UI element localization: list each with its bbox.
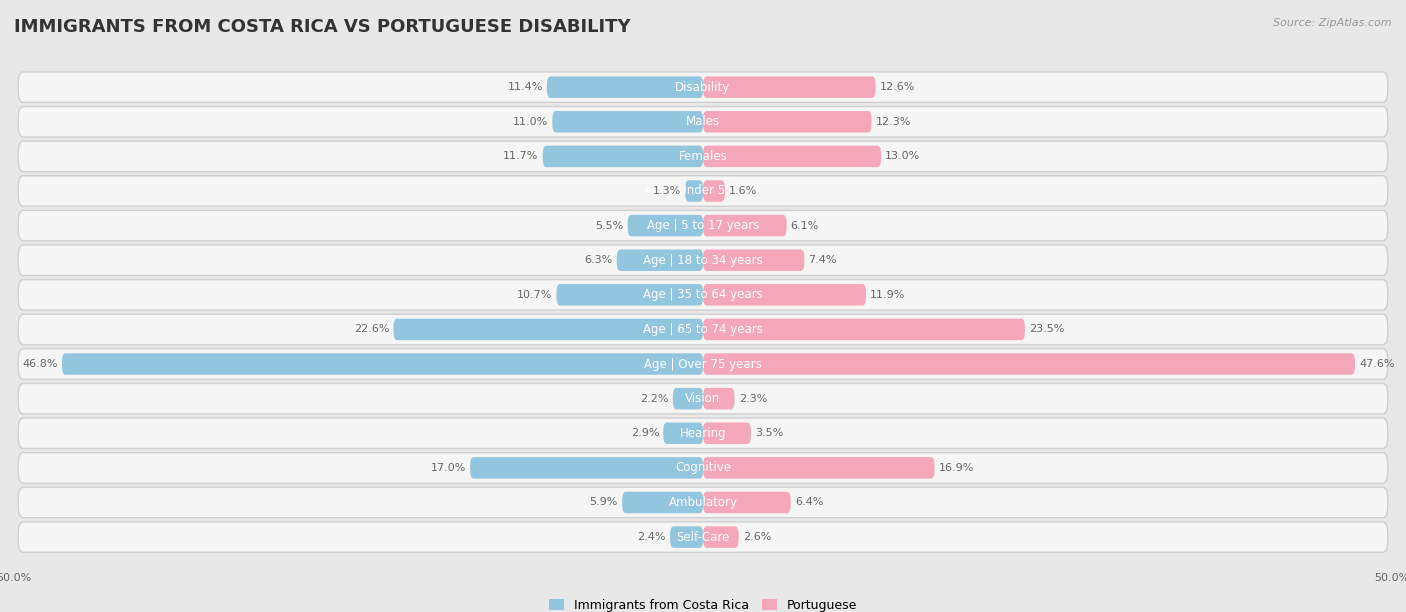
Text: 47.6%: 47.6% bbox=[1360, 359, 1395, 369]
FancyBboxPatch shape bbox=[18, 383, 1388, 414]
FancyBboxPatch shape bbox=[18, 522, 1388, 552]
FancyBboxPatch shape bbox=[703, 181, 725, 202]
Text: Source: ZipAtlas.com: Source: ZipAtlas.com bbox=[1274, 18, 1392, 28]
Text: Disability: Disability bbox=[675, 81, 731, 94]
Text: 5.5%: 5.5% bbox=[595, 220, 623, 231]
Text: Age | 5 to 17 years: Age | 5 to 17 years bbox=[647, 219, 759, 232]
Text: 23.5%: 23.5% bbox=[1029, 324, 1064, 334]
FancyBboxPatch shape bbox=[62, 353, 703, 375]
FancyBboxPatch shape bbox=[685, 181, 703, 202]
Text: 16.9%: 16.9% bbox=[939, 463, 974, 473]
Text: 6.1%: 6.1% bbox=[790, 220, 818, 231]
FancyBboxPatch shape bbox=[547, 76, 703, 98]
Text: Age | Over 75 years: Age | Over 75 years bbox=[644, 357, 762, 370]
Text: 2.2%: 2.2% bbox=[640, 394, 669, 404]
FancyBboxPatch shape bbox=[18, 141, 1388, 171]
FancyBboxPatch shape bbox=[703, 319, 1025, 340]
Text: IMMIGRANTS FROM COSTA RICA VS PORTUGUESE DISABILITY: IMMIGRANTS FROM COSTA RICA VS PORTUGUESE… bbox=[14, 18, 631, 36]
Text: 3.5%: 3.5% bbox=[755, 428, 783, 438]
FancyBboxPatch shape bbox=[18, 314, 1388, 345]
FancyBboxPatch shape bbox=[703, 526, 738, 548]
FancyBboxPatch shape bbox=[18, 72, 1388, 102]
FancyBboxPatch shape bbox=[18, 349, 1388, 379]
FancyBboxPatch shape bbox=[703, 353, 1355, 375]
Text: 7.4%: 7.4% bbox=[808, 255, 837, 265]
FancyBboxPatch shape bbox=[703, 250, 804, 271]
FancyBboxPatch shape bbox=[394, 319, 703, 340]
Text: 13.0%: 13.0% bbox=[886, 151, 921, 162]
Text: 5.9%: 5.9% bbox=[589, 498, 619, 507]
FancyBboxPatch shape bbox=[703, 111, 872, 132]
FancyBboxPatch shape bbox=[703, 76, 876, 98]
Text: 10.7%: 10.7% bbox=[517, 290, 553, 300]
FancyBboxPatch shape bbox=[664, 422, 703, 444]
FancyBboxPatch shape bbox=[553, 111, 703, 132]
Text: Males: Males bbox=[686, 115, 720, 129]
FancyBboxPatch shape bbox=[18, 106, 1388, 137]
FancyBboxPatch shape bbox=[18, 487, 1388, 518]
Text: Cognitive: Cognitive bbox=[675, 461, 731, 474]
Text: Age | 18 to 34 years: Age | 18 to 34 years bbox=[643, 254, 763, 267]
Text: 2.6%: 2.6% bbox=[742, 532, 770, 542]
Text: Age | 35 to 64 years: Age | 35 to 64 years bbox=[643, 288, 763, 301]
FancyBboxPatch shape bbox=[627, 215, 703, 236]
Text: 11.0%: 11.0% bbox=[513, 117, 548, 127]
FancyBboxPatch shape bbox=[18, 280, 1388, 310]
FancyBboxPatch shape bbox=[18, 245, 1388, 275]
Text: 1.6%: 1.6% bbox=[730, 186, 758, 196]
Text: 11.4%: 11.4% bbox=[508, 82, 543, 92]
FancyBboxPatch shape bbox=[703, 457, 935, 479]
Text: Age | 65 to 74 years: Age | 65 to 74 years bbox=[643, 323, 763, 336]
Legend: Immigrants from Costa Rica, Portuguese: Immigrants from Costa Rica, Portuguese bbox=[548, 599, 858, 612]
Text: 11.9%: 11.9% bbox=[870, 290, 905, 300]
Text: 46.8%: 46.8% bbox=[22, 359, 58, 369]
FancyBboxPatch shape bbox=[18, 418, 1388, 449]
FancyBboxPatch shape bbox=[703, 284, 866, 305]
FancyBboxPatch shape bbox=[703, 215, 786, 236]
Text: Age | Under 5 years: Age | Under 5 years bbox=[644, 184, 762, 198]
Text: 2.4%: 2.4% bbox=[637, 532, 666, 542]
Text: Females: Females bbox=[679, 150, 727, 163]
Text: Hearing: Hearing bbox=[679, 427, 727, 440]
Text: Vision: Vision bbox=[685, 392, 721, 405]
FancyBboxPatch shape bbox=[673, 388, 703, 409]
Text: 17.0%: 17.0% bbox=[430, 463, 465, 473]
FancyBboxPatch shape bbox=[703, 388, 734, 409]
FancyBboxPatch shape bbox=[557, 284, 703, 305]
FancyBboxPatch shape bbox=[703, 492, 790, 513]
FancyBboxPatch shape bbox=[703, 422, 751, 444]
Text: 1.3%: 1.3% bbox=[652, 186, 681, 196]
Text: 11.7%: 11.7% bbox=[503, 151, 538, 162]
FancyBboxPatch shape bbox=[703, 146, 882, 167]
FancyBboxPatch shape bbox=[671, 526, 703, 548]
FancyBboxPatch shape bbox=[18, 211, 1388, 241]
Text: 6.4%: 6.4% bbox=[794, 498, 823, 507]
Text: Self-Care: Self-Care bbox=[676, 531, 730, 543]
Text: Ambulatory: Ambulatory bbox=[668, 496, 738, 509]
Text: 2.9%: 2.9% bbox=[631, 428, 659, 438]
FancyBboxPatch shape bbox=[623, 492, 703, 513]
Text: 12.6%: 12.6% bbox=[880, 82, 915, 92]
FancyBboxPatch shape bbox=[617, 250, 703, 271]
Text: 6.3%: 6.3% bbox=[585, 255, 613, 265]
FancyBboxPatch shape bbox=[18, 453, 1388, 483]
Text: 12.3%: 12.3% bbox=[876, 117, 911, 127]
FancyBboxPatch shape bbox=[18, 176, 1388, 206]
FancyBboxPatch shape bbox=[543, 146, 703, 167]
Text: 2.3%: 2.3% bbox=[738, 394, 768, 404]
FancyBboxPatch shape bbox=[470, 457, 703, 479]
Text: 22.6%: 22.6% bbox=[354, 324, 389, 334]
